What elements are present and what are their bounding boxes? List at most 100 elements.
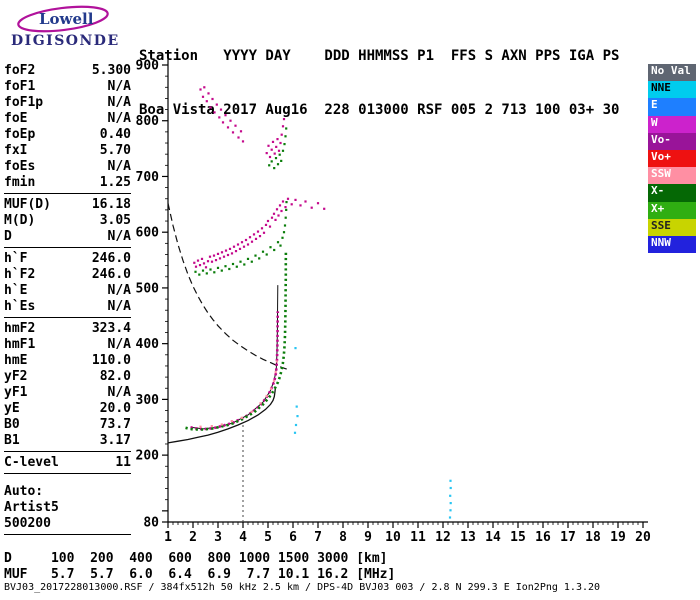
param-label: hmF2 — [4, 321, 36, 336]
second-hop-ordinary-dot — [262, 231, 266, 234]
param-value: N/A — [107, 79, 131, 94]
status-bar: BVJ03_2017228013000.RSF / 384fx512h 50 k… — [4, 582, 601, 593]
logo-digisonde-text: DIGISONDE — [11, 33, 120, 49]
second-hop-ordinary-dot — [208, 255, 212, 258]
x-tick-label: 16 — [535, 530, 551, 545]
y-tick-label: 500 — [136, 281, 160, 296]
oblique-nne-echoes-dot — [295, 405, 298, 408]
param-label: MUF(D) — [4, 197, 51, 212]
trace-ssw-doppler-dot — [274, 371, 277, 374]
oblique-nne-echoes-dot — [293, 431, 297, 434]
x-tick-label: 15 — [510, 530, 526, 545]
trace-ssw-doppler-dot — [210, 425, 213, 428]
second-hop-ordinary-dot — [250, 240, 254, 243]
second-hop-extraordinary-dot — [246, 257, 250, 260]
x-tick-label: 7 — [314, 530, 322, 545]
y-tick-label: 900 — [136, 59, 160, 74]
f2-trace-fit — [190, 285, 279, 430]
x-tick-label: 19 — [610, 530, 626, 545]
second-hop-extraordinary-dot — [231, 262, 235, 266]
param-label: D — [4, 229, 12, 244]
second-hop-extraordinary-dot — [198, 273, 201, 276]
second-hop-ordinary-dot — [224, 249, 228, 252]
second-hop-extraordinary-dot — [220, 269, 223, 272]
third-hop-ordinary-dot — [239, 130, 243, 133]
second-hop-ordinary-dot — [193, 261, 196, 264]
f2-trace-extraordinary — [185, 249, 288, 431]
trace-ssw-doppler-dot — [259, 402, 262, 405]
second-hop-ordinary-dot — [196, 259, 200, 262]
param-group: hmF2 323.4 hmF1 N/A hmE 110.0 yF2 82.0 yF1 N/A yE 2… — [4, 321, 131, 452]
electron-density-profile — [167, 386, 277, 444]
muf-transmission-curve — [167, 203, 291, 371]
trace-ssw-doppler-dot — [265, 394, 268, 398]
param-row-yf1: yF1 N/A — [4, 385, 131, 401]
x-tick-label: 6 — [289, 530, 297, 545]
third-hop-ordinary-dot — [215, 103, 218, 106]
second-hop-extraordinary-dot — [265, 253, 268, 256]
third-hop-ordinary-dot — [273, 152, 276, 155]
param-value: 5.300 — [91, 63, 131, 78]
second-hop-extraordinary-dot — [205, 272, 208, 275]
oblique-nne-echoes-dot — [448, 516, 452, 519]
x-tick-label: 13 — [460, 530, 476, 545]
third-hop-extraordinary-dot — [285, 127, 288, 130]
legend-item-x: X+ — [648, 201, 696, 219]
dist-row-d: D 100 200 400 600 800 1000 1500 3000 [km… — [4, 551, 388, 566]
x-tick-label: 20 — [635, 530, 651, 545]
second-hop-ordinary-dot — [280, 209, 283, 213]
parameter-groups: foF2 5.300 foF1 N/A foF1p N/A foE N/A foEp 0.40 fx… — [4, 63, 131, 474]
legend-item-ssw: SSW — [648, 167, 696, 185]
param-label: C-level — [4, 455, 59, 470]
parameter-panel: foF2 5.300 foF1 N/A foF1p N/A foE N/A foEp 0.40 fx… — [4, 63, 131, 535]
oblique-nne-echoes-dot — [449, 494, 452, 497]
third-hop-ordinary-dot — [203, 86, 206, 89]
param-row-fof2: foF2 5.300 — [4, 63, 131, 79]
param-row-fof1: foF1 N/A — [4, 79, 131, 95]
second-hop-ordinary-dot — [202, 262, 206, 265]
param-value: N/A — [107, 299, 131, 314]
param-value: 110.0 — [91, 353, 131, 368]
second-hop-ordinary-dot — [234, 250, 238, 253]
param-label: foF1p — [4, 95, 44, 110]
second-hop-extraordinary-dot — [201, 269, 205, 272]
logo-lowell-text: Lowell — [39, 10, 94, 28]
second-hop-extraordinary-dot — [279, 244, 282, 247]
param-row-h-f2: h`F2 246.0 — [4, 267, 131, 283]
param-row-h-f: h`F 246.0 — [4, 251, 131, 267]
param-row-foep: foEp 0.40 — [4, 127, 131, 143]
station-header-columns: Station YYYY DAY DDD HHMMSS P1 FFS S AXN… — [139, 48, 620, 64]
second-hop-ordinary-dot — [277, 214, 280, 217]
param-label: yF2 — [4, 369, 28, 384]
y-tick-label: 800 — [136, 114, 160, 129]
x-tick-label: 2 — [189, 530, 197, 545]
second-hop-ordinary-dot — [242, 245, 246, 248]
legend-item-nnw: NNW — [648, 235, 696, 254]
second-hop-extraordinary-dot — [228, 267, 231, 271]
x-tick-label: 3 — [214, 530, 222, 545]
param-label: yE — [4, 401, 20, 416]
second-hop-extraordinary-dot — [254, 254, 257, 257]
second-hop-ordinary-dot — [323, 207, 326, 210]
second-hop-ordinary-dot — [226, 253, 230, 257]
param-row-yf2: yF2 82.0 — [4, 369, 131, 385]
trace-ssw-doppler-dot — [269, 387, 273, 390]
second-hop-ordinary-dot — [258, 235, 262, 238]
autoscaling-info: Auto: Artist5 500200 — [4, 484, 131, 535]
y-tick-label: 200 — [136, 449, 160, 464]
param-value: 3.17 — [99, 433, 131, 448]
second-hop-ordinary-dot — [304, 200, 307, 203]
second-hop-ordinary-dot — [274, 218, 277, 221]
third-hop-ordinary-dot — [209, 106, 212, 109]
second-hop-ordinary-dot — [278, 204, 282, 207]
second-hop-extraordinary-dot — [281, 236, 284, 239]
param-row-foe: foE N/A — [4, 111, 131, 127]
second-hop-ordinary-dot — [246, 243, 250, 246]
third-hop-ordinary-dot — [271, 140, 275, 143]
third-hop-ordinary-dot — [234, 124, 237, 127]
param-value: 11 — [115, 455, 131, 470]
second-hop-ordinary-dot — [200, 257, 204, 260]
x-tick-label: 1 — [164, 530, 172, 545]
third-hop-ordinary-dot — [229, 119, 232, 122]
third-hop-extraordinary-dot — [273, 167, 276, 170]
